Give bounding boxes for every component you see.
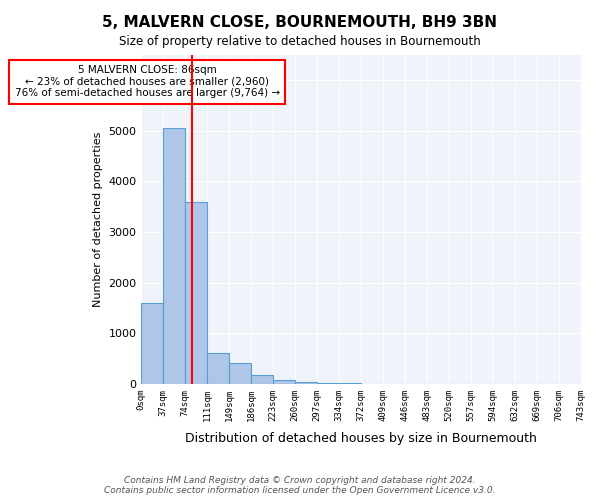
Bar (229, 362, 251, 384)
Text: Contains HM Land Registry data © Crown copyright and database right 2024.
Contai: Contains HM Land Registry data © Crown c… (104, 476, 496, 495)
Text: 5, MALVERN CLOSE, BOURNEMOUTH, BH9 3BN: 5, MALVERN CLOSE, BOURNEMOUTH, BH9 3BN (103, 15, 497, 30)
Bar (251, 374, 273, 384)
X-axis label: Distribution of detached houses by size in Bournemouth: Distribution of detached houses by size … (185, 432, 537, 445)
Text: Size of property relative to detached houses in Bournemouth: Size of property relative to detached ho… (119, 35, 481, 48)
Bar (295, 382, 317, 384)
Bar (163, 128, 185, 384)
Text: 5 MALVERN CLOSE: 86sqm
← 23% of detached houses are smaller (2,960)
76% of semi-: 5 MALVERN CLOSE: 86sqm ← 23% of detached… (14, 65, 280, 98)
Bar (142, 303, 163, 384)
Bar (185, 202, 207, 384)
Bar (317, 383, 339, 384)
Bar (207, 354, 229, 384)
Bar (273, 380, 295, 384)
Y-axis label: Number of detached properties: Number of detached properties (93, 132, 103, 307)
